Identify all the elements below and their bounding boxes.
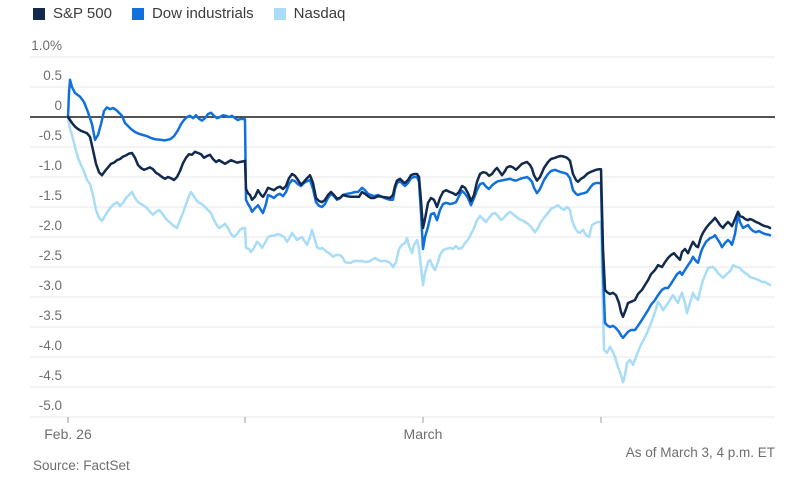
y-axis-label: 0 bbox=[54, 98, 62, 113]
y-axis-label: -3.0 bbox=[39, 278, 62, 293]
series-line-Dow industrials bbox=[66, 78, 772, 340]
y-axis-label: -1.0 bbox=[39, 158, 62, 173]
y-axis-label: -4.0 bbox=[39, 338, 62, 353]
legend-item-sp500: S&P 500 bbox=[33, 5, 112, 22]
y-axis-label: -2.5 bbox=[39, 248, 62, 263]
nasdaq-swatch-icon bbox=[273, 7, 286, 20]
series-line-S&P 500 bbox=[66, 115, 772, 319]
y-axis-label: -3.5 bbox=[39, 308, 62, 323]
legend: S&P 500 Dow industrials Nasdaq bbox=[33, 5, 345, 22]
legend-item-nasdaq: Nasdaq bbox=[273, 5, 346, 22]
legend-label-nasdaq: Nasdaq bbox=[293, 5, 346, 22]
sp500-swatch-icon bbox=[33, 7, 45, 20]
y-axis-label: -0.5 bbox=[39, 128, 62, 143]
y-axis-label: -2.0 bbox=[39, 218, 62, 233]
y-axis-label: -4.5 bbox=[39, 368, 62, 383]
series-line-Nasdaq bbox=[66, 115, 772, 384]
x-axis-label: March bbox=[404, 426, 443, 442]
y-axis-label: 1.0% bbox=[31, 38, 62, 53]
y-axis-label: -5.0 bbox=[39, 398, 62, 413]
legend-label-sp500: S&P 500 bbox=[53, 5, 112, 22]
x-axis-label: Feb. 26 bbox=[44, 426, 92, 442]
legend-label-dow: Dow industrials bbox=[151, 5, 254, 22]
legend-item-dow: Dow industrials bbox=[131, 5, 254, 22]
y-axis-label: -1.5 bbox=[39, 188, 62, 203]
source-note: Source: FactSet bbox=[33, 458, 130, 473]
y-axis-label: 0.5 bbox=[43, 68, 62, 83]
dow-swatch-icon bbox=[131, 7, 144, 20]
as-of-note: As of March 3, 4 p.m. ET bbox=[625, 445, 775, 460]
